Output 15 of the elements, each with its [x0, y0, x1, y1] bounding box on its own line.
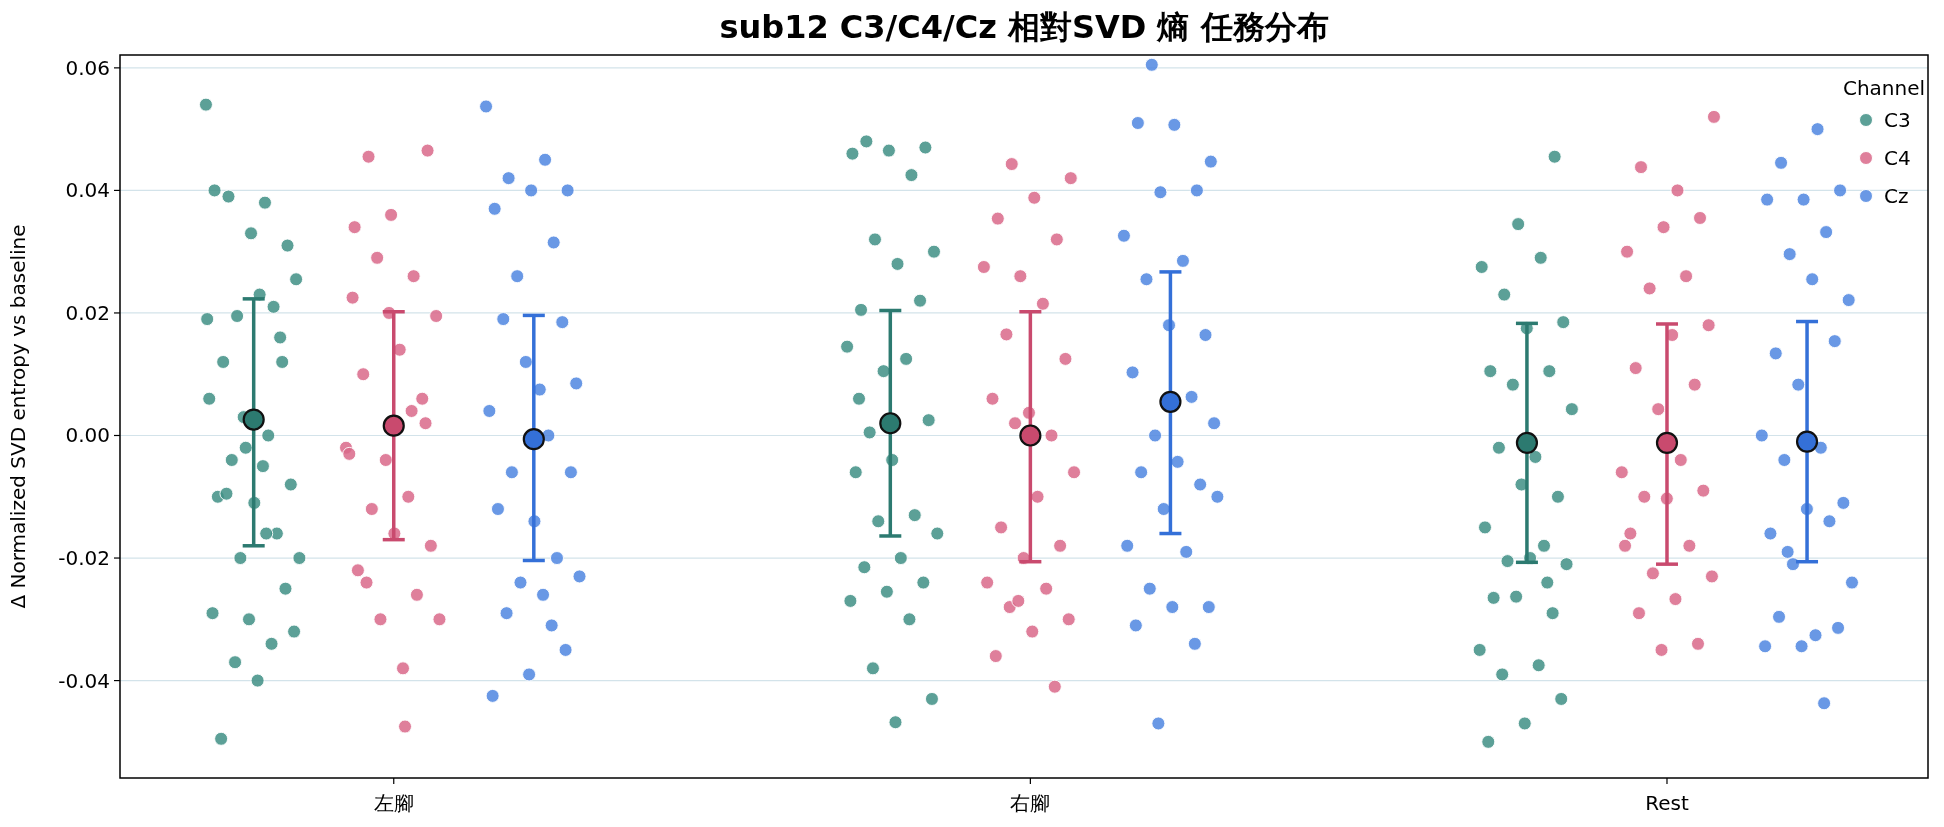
y-tick-label: 0.00 — [65, 423, 110, 448]
x-tick-label: 右腳 — [1010, 791, 1051, 815]
legend-label: C4 — [1884, 146, 1911, 170]
y-tick-label: 0.04 — [65, 178, 110, 203]
chart-title: sub12 C3/C4/Cz 相對SVD 熵 任務分布 — [719, 8, 1329, 46]
legend-label: Cz — [1884, 184, 1909, 208]
legend-label: C3 — [1884, 108, 1911, 132]
y-axis-title: Δ Normalized SVD entropy vs baseline — [6, 224, 30, 609]
x-tick-label: 左腳 — [373, 791, 414, 815]
y-tick-label: -0.04 — [58, 668, 110, 693]
y-tick-label: -0.02 — [58, 546, 110, 571]
x-tick-label: Rest — [1645, 791, 1689, 815]
legend-title: Channel — [1842, 76, 1926, 100]
y-tick-label: 0.06 — [65, 55, 110, 80]
y-tick-label: 0.02 — [65, 300, 110, 325]
